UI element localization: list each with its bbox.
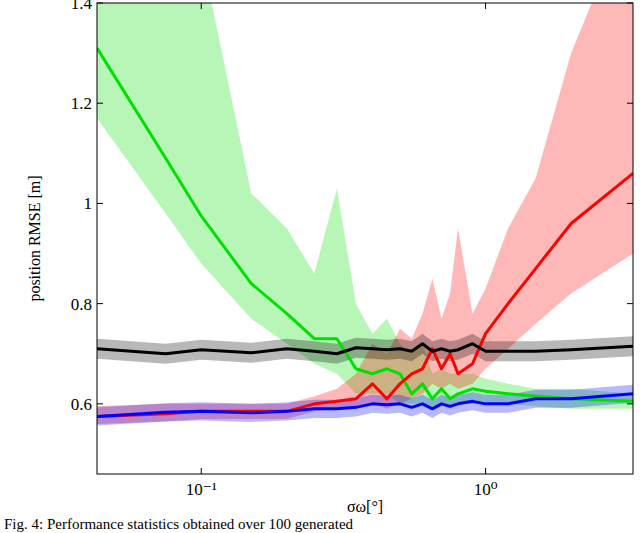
- tick-label: 1.4: [71, 0, 93, 13]
- tick: [627, 403, 633, 404]
- line: [97, 344, 633, 354]
- chart: 0.6 0.8 1 1.2 1.4 10⁻¹ 10⁰ σω[°] position RMSE […: [0, 0, 640, 533]
- tick: [485, 468, 486, 474]
- tick-label: 1: [84, 194, 93, 213]
- tick-label: 0.6: [71, 395, 92, 414]
- axis-label: σω[°]: [347, 498, 383, 515]
- tick: [97, 3, 103, 4]
- plot-area: [97, 3, 633, 425]
- tick: [627, 303, 633, 304]
- tick: [485, 3, 486, 9]
- tick: [97, 103, 103, 104]
- tick-label: 10⁰: [474, 480, 498, 499]
- tick: [627, 3, 633, 4]
- tick: [97, 303, 103, 304]
- line: [97, 394, 633, 417]
- tick: [97, 403, 103, 404]
- tick: [97, 203, 103, 204]
- tick: [201, 3, 202, 9]
- line: [97, 48, 633, 401]
- caption: Fig. 4: Performance statistics obtained …: [4, 516, 354, 532]
- tick-label: 10⁻¹: [186, 480, 217, 499]
- frame: [97, 3, 633, 474]
- tick-label: 1.2: [71, 94, 92, 113]
- band: [97, 334, 633, 364]
- line: [97, 173, 633, 416]
- tick-label: 0.8: [71, 295, 92, 314]
- tick: [627, 203, 633, 204]
- band: [97, 3, 633, 424]
- axis-label: position RMSE [m]: [26, 175, 44, 301]
- tick: [627, 103, 633, 104]
- tick: [201, 468, 202, 474]
